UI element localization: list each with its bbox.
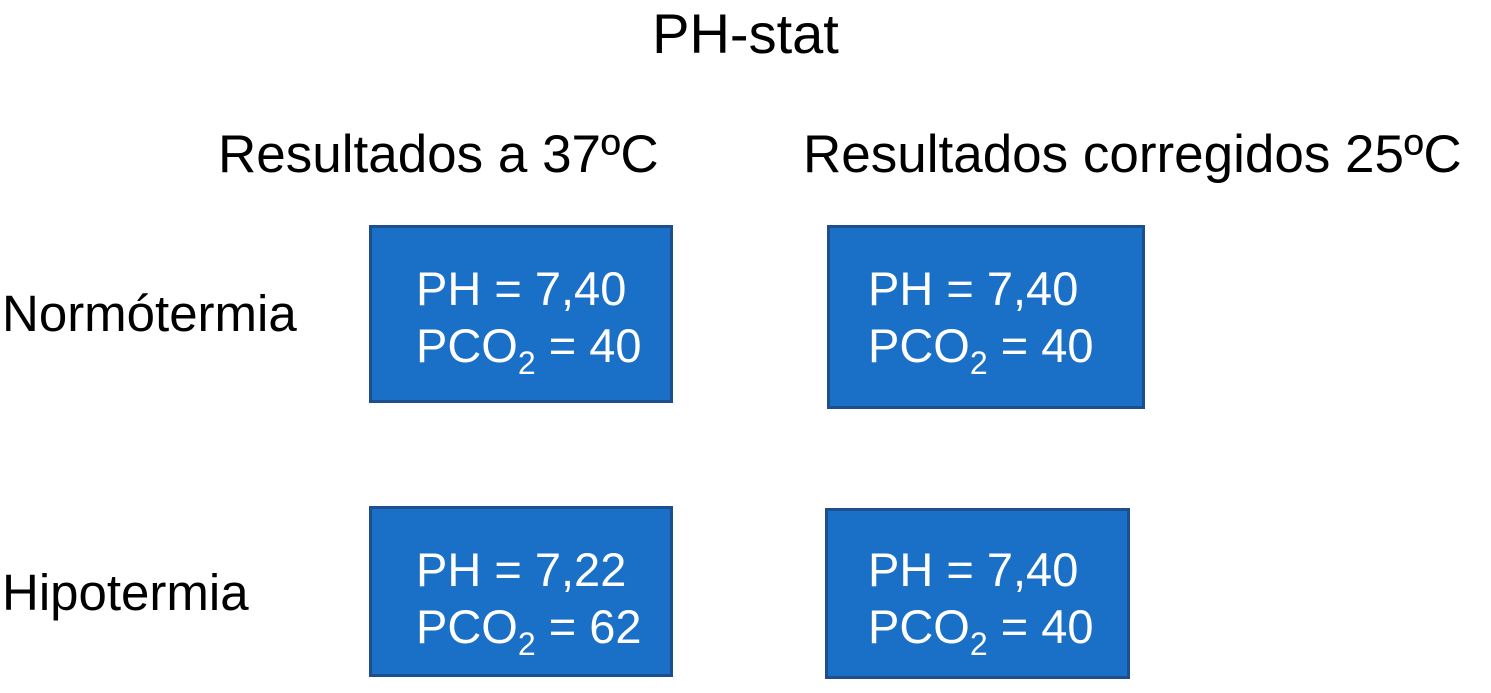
row-label-hypothermia: Hipotermia [2, 564, 249, 621]
result-box-normothermia-25c: PH = 7,40 PCO2 = 40 [827, 225, 1145, 409]
result-box-hypothermia-37c: PH = 7,22 PCO2 = 62 [369, 506, 673, 677]
ph-value: PH = 7,40 [868, 262, 1079, 315]
ph-value: PH = 7,40 [416, 262, 627, 315]
result-box-hypothermia-25c: PH = 7,40 PCO2 = 40 [825, 508, 1130, 679]
ph-value: PH = 7,22 [416, 543, 627, 596]
pco2-value: PCO2 = 40 [868, 319, 1094, 381]
result-box-normothermia-37c: PH = 7,40 PCO2 = 40 [369, 225, 673, 403]
column-header-25c: Resultados corregidos 25ºC [803, 125, 1462, 184]
pco2-value: PCO2 = 62 [416, 600, 642, 662]
row-label-normothermia: Normótermia [2, 285, 297, 342]
pco2-value: PCO2 = 40 [868, 600, 1094, 662]
pco2-value: PCO2 = 40 [416, 319, 642, 381]
column-header-37c: Resultados a 37ºC [218, 125, 659, 184]
ph-value: PH = 7,40 [868, 543, 1079, 596]
diagram-title: PH-stat [652, 2, 839, 65]
